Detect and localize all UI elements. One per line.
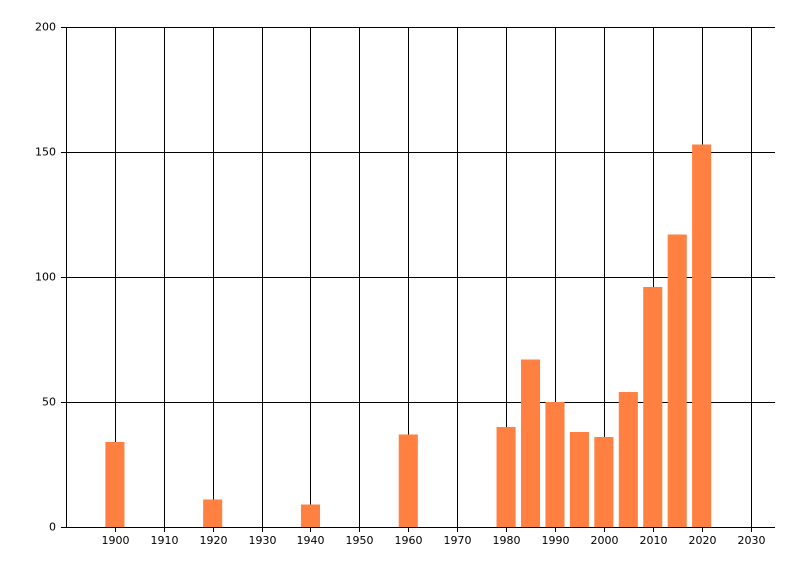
bar xyxy=(105,442,125,527)
x-tick-label: 2030 xyxy=(738,534,766,547)
x-tick-label: 2020 xyxy=(689,534,717,547)
bar xyxy=(692,144,712,527)
bar xyxy=(643,287,663,527)
x-tick-label: 1980 xyxy=(493,534,521,547)
x-tick-label: 1910 xyxy=(151,534,179,547)
bar xyxy=(496,427,516,527)
x-tick-label: 2010 xyxy=(640,534,668,547)
bar xyxy=(569,432,589,527)
bar xyxy=(203,499,223,527)
x-tick-label: 1950 xyxy=(346,534,374,547)
bar xyxy=(667,234,687,527)
bar xyxy=(545,402,565,527)
y-tick-label: 200 xyxy=(35,21,56,34)
x-tick-label: 1940 xyxy=(297,534,325,547)
x-tick-label: 1970 xyxy=(444,534,472,547)
x-tick-label: 2000 xyxy=(591,534,619,547)
x-tick-label: 1900 xyxy=(102,534,130,547)
y-tick-label: 50 xyxy=(42,396,56,409)
x-tick-label: 1920 xyxy=(200,534,228,547)
y-tick-label: 0 xyxy=(49,521,56,534)
x-tick-label: 1930 xyxy=(249,534,277,547)
bar xyxy=(594,437,614,527)
y-tick-label: 150 xyxy=(35,146,56,159)
bar xyxy=(300,504,321,527)
x-tick-label: 1990 xyxy=(542,534,570,547)
bar xyxy=(618,392,638,527)
x-tick-label: 1960 xyxy=(395,534,423,547)
y-tick-label: 100 xyxy=(35,271,56,284)
bar xyxy=(398,434,418,527)
bar xyxy=(520,359,541,527)
